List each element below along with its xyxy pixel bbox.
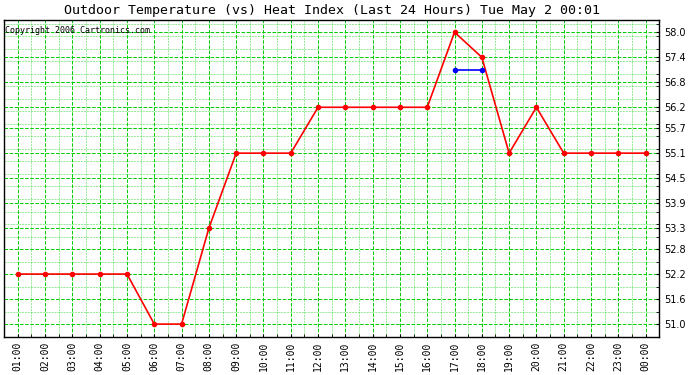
Title: Outdoor Temperature (vs) Heat Index (Last 24 Hours) Tue May 2 00:01: Outdoor Temperature (vs) Heat Index (Las…	[63, 4, 600, 17]
Text: Copyright 2006 Cartronics.com: Copyright 2006 Cartronics.com	[6, 26, 150, 35]
